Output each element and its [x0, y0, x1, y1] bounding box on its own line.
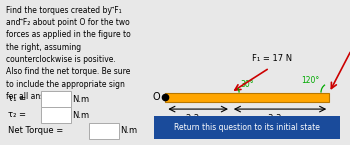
Text: 3.3 m: 3.3 m: [268, 114, 292, 123]
Text: Find the torques created by ⃗F₁: Find the torques created by ⃗F₁: [6, 6, 122, 15]
Text: forces as applied in the figure to: forces as applied in the figure to: [6, 30, 131, 39]
Bar: [166, 93, 329, 102]
Text: F₁ = 17 N: F₁ = 17 N: [252, 54, 292, 63]
Text: Net Torque =: Net Torque =: [8, 126, 63, 135]
FancyBboxPatch shape: [89, 123, 119, 139]
Text: τ₁ =: τ₁ =: [8, 94, 26, 103]
FancyBboxPatch shape: [41, 107, 71, 123]
Text: τ₂ =: τ₂ =: [8, 110, 26, 119]
FancyBboxPatch shape: [41, 91, 71, 107]
Text: O: O: [152, 92, 160, 102]
Text: 120°: 120°: [302, 76, 320, 85]
Text: N.m: N.m: [120, 126, 138, 135]
Text: 30°: 30°: [240, 80, 254, 89]
Text: to include the appropriate sign: to include the appropriate sign: [6, 80, 125, 89]
Text: N.m: N.m: [72, 111, 89, 120]
Text: counterclockwise is positive.: counterclockwise is positive.: [6, 55, 116, 64]
Text: Return this question to its initial state: Return this question to its initial stat…: [174, 123, 320, 132]
Text: the right, assuming: the right, assuming: [6, 43, 81, 52]
Text: 2.2 m: 2.2 m: [186, 114, 210, 123]
FancyBboxPatch shape: [145, 115, 349, 140]
Text: and ⃗F₂ about point O for the two: and ⃗F₂ about point O for the two: [6, 18, 130, 27]
Text: Also find the net torque. Be sure: Also find the net torque. Be sure: [6, 67, 131, 76]
Text: for all answers!: for all answers!: [6, 92, 65, 101]
Text: N.m: N.m: [72, 95, 89, 104]
